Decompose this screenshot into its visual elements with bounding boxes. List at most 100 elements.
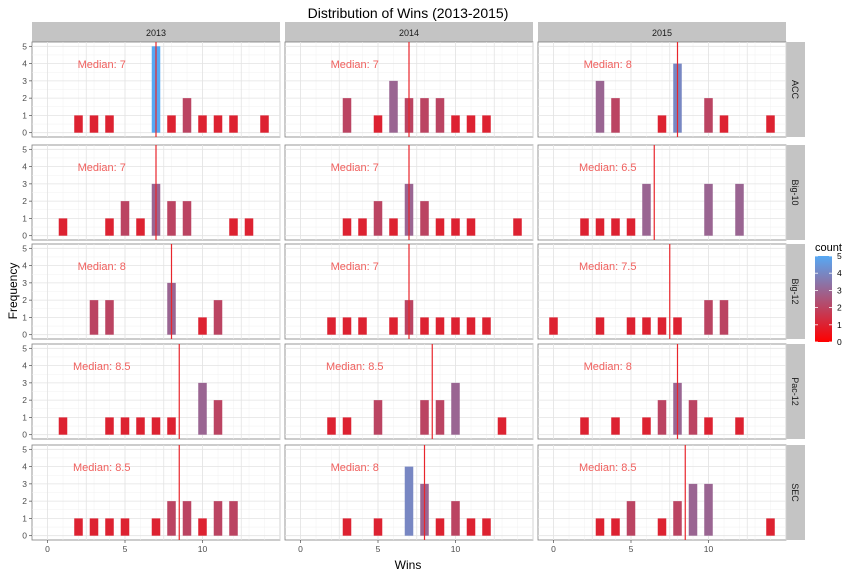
histogram-bar <box>626 218 636 236</box>
median-label: Median: 8 <box>584 361 632 373</box>
histogram-bar <box>342 417 352 435</box>
y-axis-title: Frequency <box>6 263 20 320</box>
histogram-bar <box>719 300 729 335</box>
y-tick-label: 1 <box>22 513 27 523</box>
histogram-bar <box>229 218 238 236</box>
histogram-bar <box>688 483 698 536</box>
histogram-bar <box>704 483 713 536</box>
histogram-bar <box>89 518 99 536</box>
histogram-bar <box>373 115 383 133</box>
histogram-bar <box>404 466 414 536</box>
histogram-bar <box>58 417 68 435</box>
y-tick-label: 2 <box>22 196 27 206</box>
row-strip-ACC <box>785 42 805 137</box>
y-tick-label: 5 <box>22 243 27 253</box>
histogram-bar <box>89 115 99 133</box>
histogram-bar <box>167 115 176 133</box>
histogram-bar <box>451 382 460 435</box>
histogram-bar <box>167 201 176 236</box>
histogram-bar <box>704 98 713 133</box>
histogram-bar <box>89 300 99 335</box>
median-label: Median: 8.5 <box>73 462 130 474</box>
y-tick-label: 5 <box>22 41 27 51</box>
histogram-bar <box>497 417 507 435</box>
legend-tick-label: 0 <box>837 337 842 347</box>
y-tick-label: 0 <box>22 128 27 138</box>
histogram-bar <box>642 183 651 236</box>
histogram-bar <box>657 115 667 133</box>
histogram-bar <box>611 518 620 536</box>
column-strip-label: 2013 <box>146 28 166 38</box>
histogram-bar <box>642 417 651 435</box>
histogram-bar <box>466 115 476 133</box>
histogram-bar <box>244 218 254 236</box>
x-tick-label: 0 <box>298 544 303 554</box>
histogram-bar <box>327 417 336 435</box>
histogram-bar <box>260 115 269 133</box>
y-tick-label: 0 <box>22 430 27 440</box>
histogram-bar <box>198 382 207 435</box>
x-tick-label: 5 <box>123 544 128 554</box>
histogram-bar <box>389 80 398 133</box>
x-tick-label: 0 <box>45 544 50 554</box>
row-strip-label: Big-12 <box>790 278 800 304</box>
histogram-bar <box>420 201 429 236</box>
median-label: Median: 6.5 <box>579 162 636 174</box>
histogram-bar <box>466 317 476 335</box>
histogram-bar <box>626 317 636 335</box>
histogram-bar <box>435 518 445 536</box>
median-label: Median: 7 <box>331 162 379 174</box>
histogram-bar <box>549 317 558 335</box>
panel-ACC-2014: Median: 7 <box>284 41 534 138</box>
histogram-bar <box>373 201 383 236</box>
histogram-bar <box>704 417 713 435</box>
histogram-bar <box>435 317 445 335</box>
y-tick-label: 4 <box>22 361 27 371</box>
panel-Big-12-2015: Median: 7.5 <box>537 243 787 340</box>
histogram-bar <box>74 115 83 133</box>
median-label: Median: 7 <box>78 162 126 174</box>
panel-Pac-12-2015: Median: 8 <box>537 343 787 440</box>
histogram-bar <box>213 501 223 536</box>
histogram-bar <box>580 218 589 236</box>
histogram-bar <box>167 417 176 435</box>
y-tick-label: 1 <box>22 312 27 322</box>
histogram-bar <box>611 98 620 133</box>
histogram-bar <box>389 317 398 335</box>
histogram-bar <box>611 218 620 236</box>
histogram-bar <box>420 98 429 133</box>
histogram-bar <box>466 218 476 236</box>
histogram-bar <box>595 218 605 236</box>
histogram-bar <box>482 115 491 133</box>
row-strip-SEC <box>785 445 805 540</box>
y-tick-label: 0 <box>22 330 27 340</box>
histogram-bar <box>435 400 445 435</box>
column-strip-label: 2015 <box>652 28 672 38</box>
histogram-bar <box>595 518 605 536</box>
histogram-bar <box>595 80 605 133</box>
y-tick-label: 4 <box>22 162 27 172</box>
y-tick-label: 1 <box>22 110 27 120</box>
histogram-bar <box>642 317 651 335</box>
histogram-bar <box>673 501 682 536</box>
histogram-bar <box>580 417 589 435</box>
histogram-bar <box>213 400 223 435</box>
legend-tick-label: 3 <box>837 285 842 295</box>
median-label: Median: 8.5 <box>579 462 636 474</box>
histogram-bar <box>167 501 176 536</box>
histogram-bar <box>342 98 352 133</box>
y-tick-label: 2 <box>22 395 27 405</box>
panel-SEC-2013: Median: 8.5 0 1 2 3 4 5 0 5 10 <box>22 444 281 554</box>
y-tick-label: 3 <box>22 179 27 189</box>
histogram-bar <box>58 218 68 236</box>
legend-title: count <box>815 242 842 254</box>
histogram-bar <box>389 218 398 236</box>
histogram-bar <box>466 518 476 536</box>
histogram-bar <box>120 417 130 435</box>
histogram-bar <box>136 417 145 435</box>
row-strip-label: SEC <box>790 483 800 502</box>
histogram-bar <box>657 317 667 335</box>
histogram-bar <box>420 400 429 435</box>
panels-layer: 2013 2014 2015ACCBig-10Big-12Pac-12SECMedi… <box>22 22 805 554</box>
histogram-bar <box>482 317 491 335</box>
